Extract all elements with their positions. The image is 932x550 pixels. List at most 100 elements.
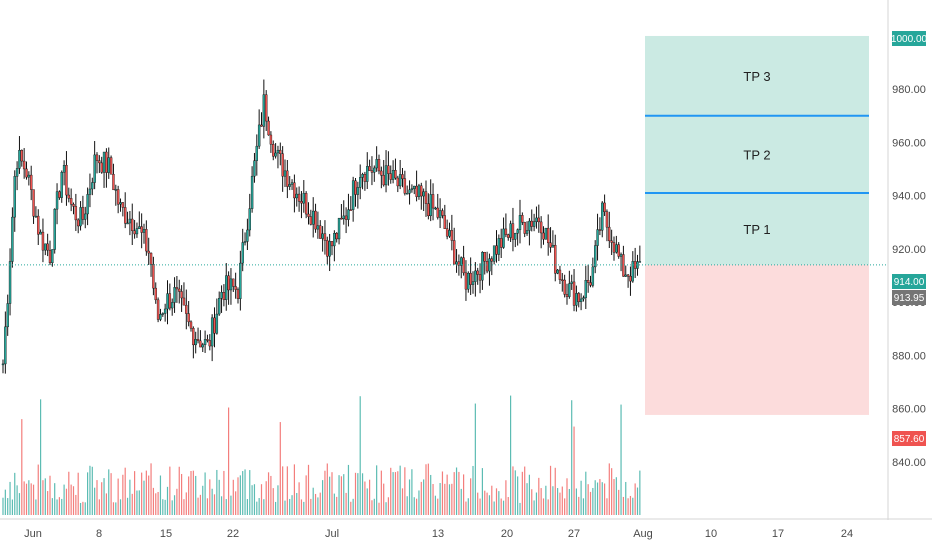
- candle-body: [15, 168, 19, 177]
- volume-bar: [547, 499, 549, 515]
- volume-bar: [16, 485, 18, 515]
- candle-body: [133, 230, 136, 235]
- volume-bar: [61, 498, 63, 515]
- volume-bar: [378, 502, 380, 515]
- volume-bar: [148, 475, 150, 515]
- volume-bar: [2, 497, 4, 515]
- x-tick-label: 10: [705, 528, 717, 540]
- x-axis[interactable]: Jun 8 15 22 Jul 13 20 27 Aug 10 17 24: [24, 528, 853, 540]
- candle-body: [568, 283, 571, 297]
- volume-bar: [451, 483, 453, 515]
- volume-bar: [557, 488, 559, 515]
- take-profit-zone[interactable]: [645, 35, 869, 265]
- candle-body: [544, 227, 548, 240]
- y-tick-label: 840.00: [892, 457, 926, 469]
- candle-body: [201, 344, 204, 348]
- y-axis[interactable]: 840.00860.00880.00900.00920.00940.00960.…: [892, 84, 926, 469]
- candle-body: [363, 174, 367, 182]
- candle-body: [523, 222, 526, 234]
- candle-body: [500, 238, 503, 248]
- volume-bar: [444, 483, 446, 515]
- candlesticks[interactable]: [1, 79, 642, 374]
- candle-body: [398, 174, 402, 187]
- x-tick-label: 17: [772, 528, 784, 540]
- candle-body: [483, 252, 486, 262]
- volume-bar: [392, 472, 394, 515]
- candle-body: [401, 174, 404, 179]
- candle-body: [199, 340, 202, 348]
- candle-body: [20, 150, 23, 162]
- candle-body: [417, 185, 421, 197]
- volume-bar: [300, 499, 303, 515]
- volume-bar: [423, 479, 425, 515]
- candle-body: [610, 240, 613, 243]
- volume-bar: [70, 484, 72, 515]
- volume-bar: [439, 483, 441, 515]
- volume-bar: [225, 499, 227, 515]
- candle-body: [304, 193, 308, 215]
- candle-body: [481, 252, 484, 281]
- volume-bar: [467, 498, 469, 515]
- stop-loss-zone[interactable]: [645, 264, 869, 415]
- volume-bar: [559, 492, 561, 515]
- candle-body: [542, 232, 545, 240]
- candle-body: [469, 272, 472, 285]
- candle-body: [262, 94, 266, 127]
- volume-bar: [209, 479, 211, 515]
- volume-bar: [150, 463, 152, 515]
- volume-bar: [284, 500, 286, 515]
- candle-body: [507, 234, 510, 238]
- candle-body: [434, 207, 437, 210]
- volume-bar: [129, 479, 131, 515]
- volume-bar: [477, 492, 479, 515]
- candle-body: [554, 244, 557, 274]
- candle-body: [121, 202, 125, 208]
- candle-body: [178, 288, 181, 292]
- candle-body: [532, 221, 536, 227]
- candle-body: [528, 220, 531, 231]
- volume-bar: [420, 481, 422, 515]
- svg-text:857.60: 857.60: [894, 434, 925, 445]
- volume-bar: [267, 472, 270, 515]
- volume-bar: [528, 474, 530, 515]
- volume-bar: [580, 480, 582, 515]
- volume-bar: [176, 488, 178, 515]
- candle-body: [241, 242, 244, 264]
- volume-bar: [406, 496, 408, 515]
- candle-body: [84, 213, 87, 220]
- volume-bar: [455, 467, 458, 515]
- volume-bar: [87, 472, 89, 515]
- candle-body: [424, 191, 428, 204]
- last-price-badge: 913.95: [892, 290, 926, 305]
- volume-bar: [188, 476, 190, 515]
- candle-body: [422, 191, 425, 197]
- volume-bar: [434, 495, 436, 515]
- candle-body: [582, 297, 585, 300]
- candle-body: [250, 175, 254, 209]
- y-tick-label: 880.00: [892, 350, 926, 362]
- candle-body: [138, 226, 141, 229]
- volume-bar: [564, 498, 566, 515]
- candle-body: [549, 242, 552, 248]
- candle-body: [328, 241, 331, 257]
- candle-body: [37, 215, 40, 235]
- volume-bar: [96, 480, 98, 515]
- candle-body: [112, 174, 115, 191]
- volume-bar: [413, 497, 415, 515]
- volume-bar: [138, 490, 140, 515]
- candle-body: [222, 292, 226, 300]
- volume-bar: [322, 480, 324, 515]
- candle-body: [11, 216, 14, 262]
- volume-bar: [195, 475, 197, 515]
- volume-bar: [216, 469, 218, 515]
- volume-bar: [578, 496, 580, 515]
- candle-body: [131, 218, 134, 231]
- candle-body: [476, 270, 479, 275]
- candle-body: [631, 261, 634, 282]
- candle-body: [326, 240, 329, 257]
- candle-body: [384, 165, 388, 186]
- volume-bar: [218, 479, 220, 515]
- volume-bar: [173, 495, 176, 515]
- candle-body: [206, 339, 209, 341]
